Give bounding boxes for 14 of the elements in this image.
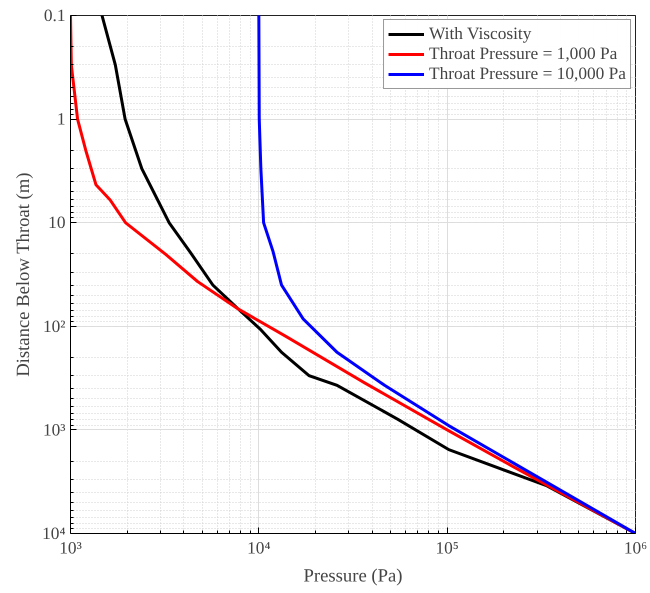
y-tick-label: 10⁴: [42, 524, 66, 543]
y-tick-label: 0.1: [44, 6, 66, 25]
legend-label: Throat Pressure = 1,000 Pa: [429, 44, 618, 64]
x-tick-label: 10⁴: [247, 538, 271, 558]
y-tick-label: 10²: [42, 316, 66, 336]
legend-label: Throat Pressure = 10,000 Pa: [429, 64, 626, 84]
y-axis-title: Distance Below Throat (m): [13, 172, 34, 377]
y-tick-label: 10³: [42, 420, 66, 440]
x-axis-title: Pressure (Pa): [304, 566, 402, 586]
x-tick-label: 10⁶: [624, 538, 648, 558]
y-tick-label: 10: [48, 213, 66, 232]
x-tick-label: 10⁵: [435, 538, 459, 558]
y-tick-label: 1: [56, 110, 66, 129]
legend-label: With Viscosity: [429, 24, 532, 44]
